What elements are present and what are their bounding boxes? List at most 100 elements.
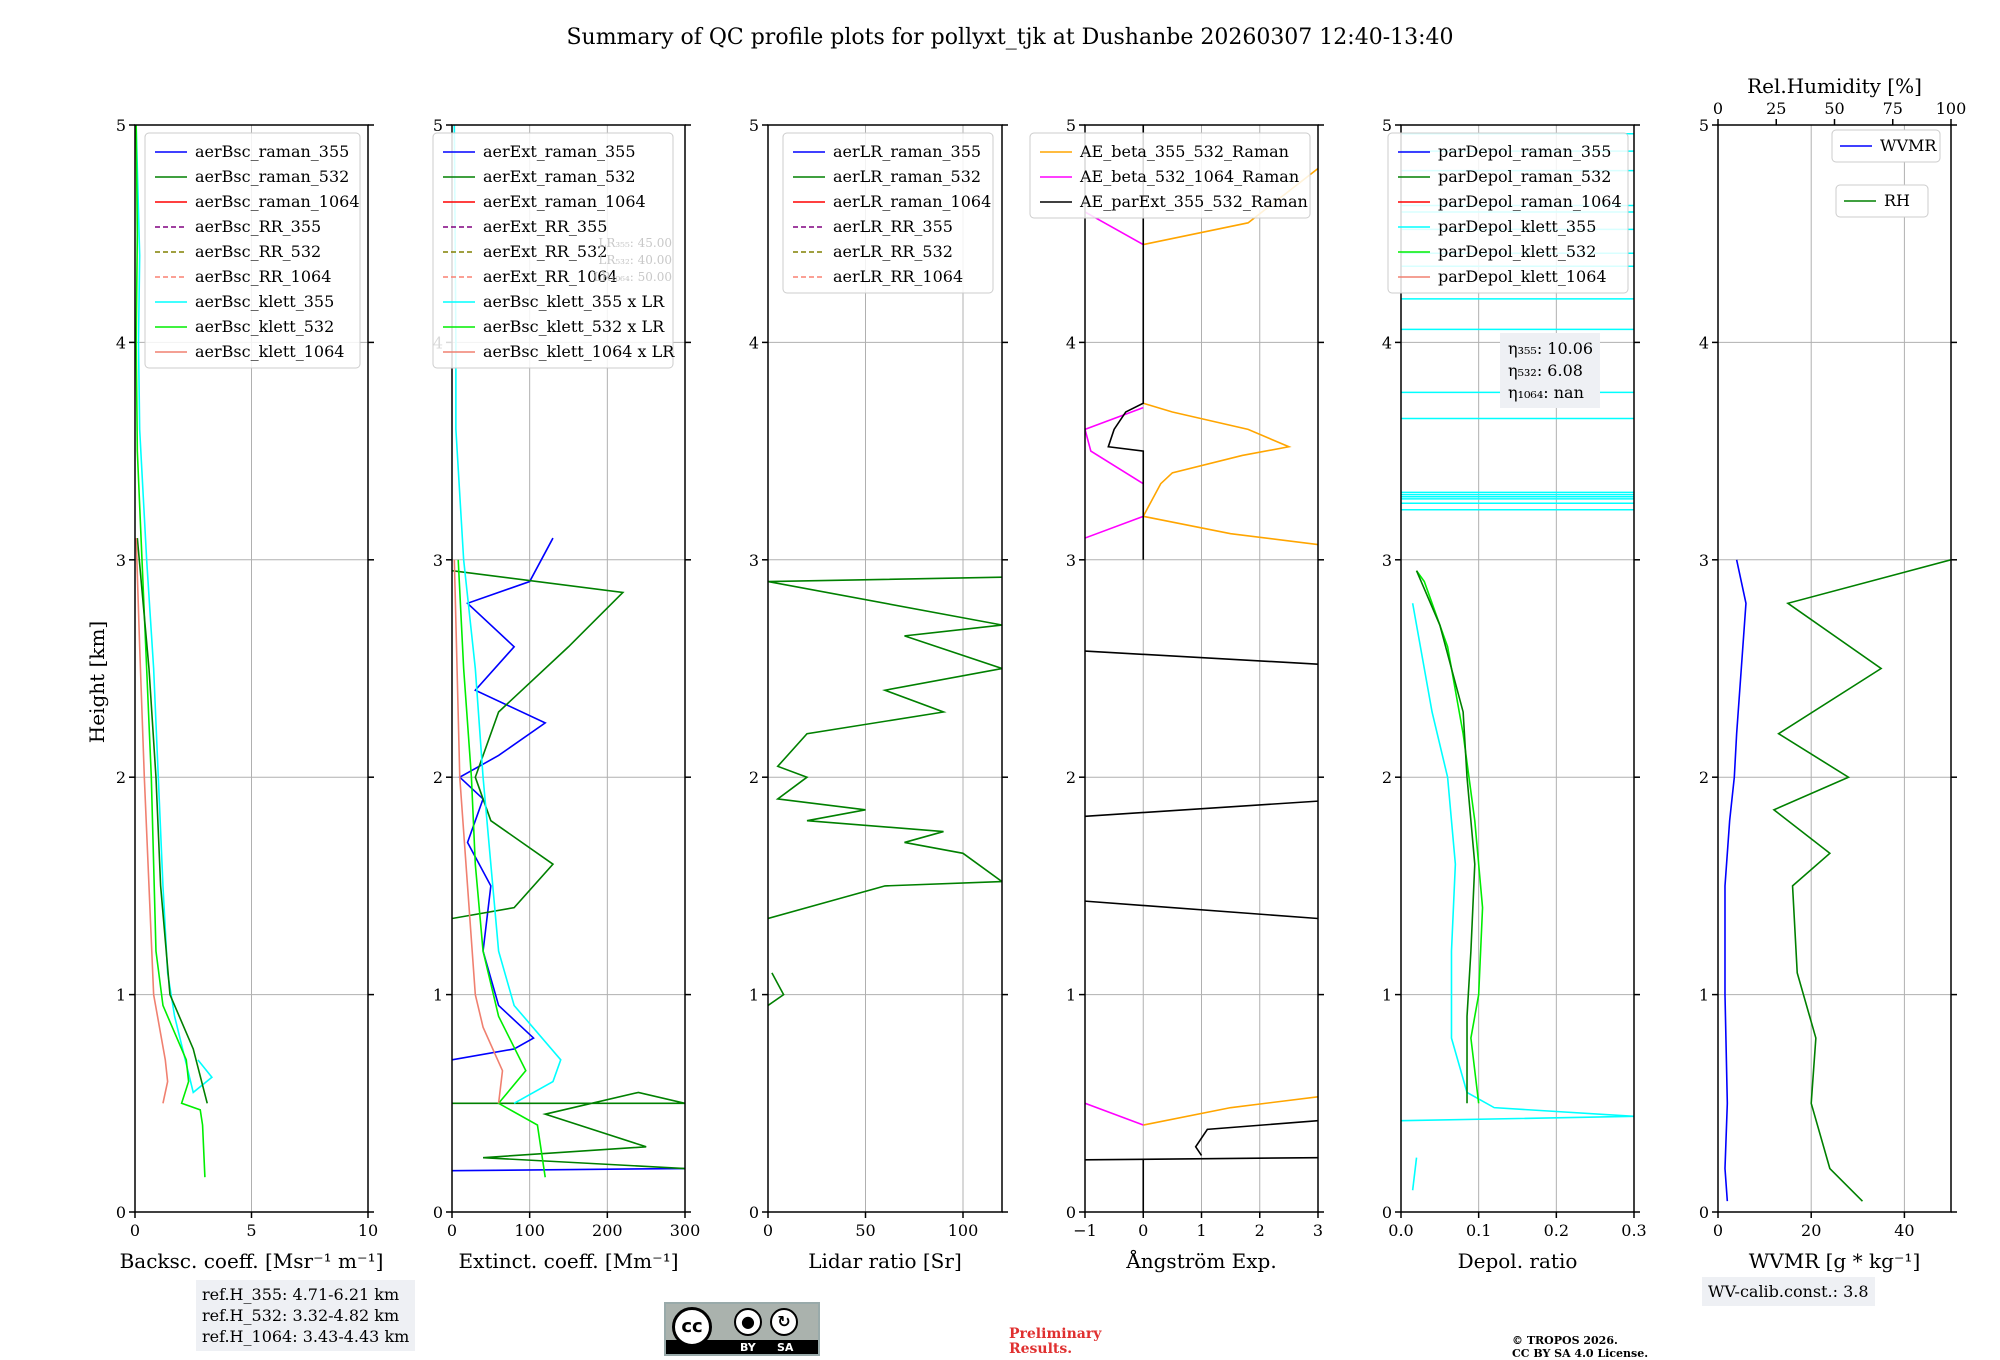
- x-tick-label: 100: [514, 1221, 545, 1240]
- y-tick-label: 0: [1066, 1203, 1076, 1222]
- cc-sa-label: SA: [777, 1341, 794, 1354]
- legend-entry: AE_parExt_355_532_Raman: [1079, 192, 1308, 211]
- series-line-aerExt_raman_355: [452, 1167, 685, 1172]
- legend-entry: aerBsc_klett_355: [195, 292, 334, 311]
- series-line-aerBsc_klett_1064 x LR: [453, 559, 504, 1104]
- legend-entry: parDepol_raman_532: [1438, 167, 1611, 186]
- x-tick-label: 100: [948, 1221, 979, 1240]
- legend-entry: aerLR_RR_355: [833, 217, 953, 236]
- legend-ext: aerExt_raman_355 aerExt_raman_532 aerExt_r…: [432, 132, 675, 369]
- y-tick-label: 5: [1382, 116, 1392, 135]
- panel-frame: [1717, 124, 1952, 1213]
- legend-wvmr: WVMR: [1831, 129, 1941, 163]
- legend-bsc: aerBsc_raman_355 aerBsc_raman_532 aerBsc_r…: [144, 132, 361, 369]
- y-axis-label: Height [km]: [85, 621, 109, 743]
- y-tick-label: 5: [749, 116, 759, 135]
- x-tick-label: 5: [246, 1221, 256, 1240]
- series-line-aerBsc_klett_355 x LR: [453, 125, 562, 1104]
- y-tick-label: 5: [116, 116, 126, 135]
- x-tick-label: 0: [130, 1221, 140, 1240]
- ref-h-532: ref.H_532: 3.32-4.82 km: [202, 1306, 400, 1325]
- x2-tick-label: 50: [1824, 99, 1844, 118]
- y-tick-label: 3: [749, 551, 759, 570]
- panel-wvmr: 0 20 40 0 1 2 3 4 5 WVMR [g * kg⁻¹] 0 25 50 75 100 Rel.…: [1699, 74, 1966, 1273]
- series-line-AE_parExt_355_532_Raman_g: [1107, 125, 1145, 560]
- y-tick-label: 5: [1699, 116, 1709, 135]
- x-tick-label: 0.1: [1466, 1221, 1491, 1240]
- legend-entry: aerLR_raman_1064: [833, 192, 991, 211]
- y-tick-label: 4: [1382, 333, 1392, 352]
- x-tick-label: 40: [1894, 1221, 1914, 1240]
- legend-entry: WVMR: [1880, 136, 1937, 155]
- lr-label: LR₁₀₆₄: 50.00: [594, 270, 672, 284]
- share-alike-icon: ↻: [770, 1308, 798, 1336]
- legend-entry: AE_beta_355_532_Raman: [1079, 142, 1289, 161]
- y-tick-label: 5: [1066, 116, 1076, 135]
- x2-tick-label: 100: [1936, 99, 1967, 118]
- cc-logo-icon: cc: [672, 1307, 712, 1347]
- legend-ae: AE_beta_355_532_Raman AE_beta_532_1064_Ra…: [1029, 132, 1311, 219]
- series-line-parDepol_klett_355_b: [1401, 603, 1634, 1122]
- series-line-AE_parExt_355_532_Raman_d: [1085, 900, 1318, 920]
- y-tick-label: 0: [116, 1203, 126, 1222]
- ref-h-1064: ref.H_1064: 3.43-4.43 km: [202, 1327, 410, 1346]
- x-axis-label: Depol. ratio: [1458, 1249, 1578, 1273]
- y-tick-label: 2: [749, 768, 759, 787]
- lr-label: LR₃₅₅: 45.00: [598, 236, 672, 250]
- x-axis-label: Ångström Exp.: [1125, 1248, 1276, 1273]
- legend-frame: [432, 132, 674, 369]
- y-tick-label: 4: [749, 333, 759, 352]
- legend-entry: aerBsc_RR_532: [195, 242, 321, 261]
- figure-title: Summary of QC profile plots for pollyxt_…: [566, 25, 1453, 50]
- legend-entry: aerBsc_raman_355: [195, 142, 349, 161]
- panel-ext: 0100200300012345Extinct. coeff. [Mm⁻¹]ae…: [432, 116, 700, 1273]
- legend-entry: aerBsc_klett_1064 x LR: [483, 342, 675, 361]
- eta-label: η₅₃₂: 6.08: [1508, 361, 1583, 380]
- ref-h-355: ref.H_355: 4.71-6.21 km: [202, 1285, 400, 1304]
- x-tick-label: 1: [1196, 1221, 1206, 1240]
- x-tick-label: 0: [763, 1221, 773, 1240]
- y-tick-label: 2: [433, 768, 443, 787]
- panel-frame: [1084, 124, 1319, 1213]
- legend-frame: [1387, 132, 1629, 294]
- series-group: [135, 125, 214, 1178]
- y-tick-label: 4: [116, 333, 126, 352]
- series-group: [768, 576, 1002, 1007]
- x-tick-label: 0.0: [1388, 1221, 1413, 1240]
- cc-by-label: BY: [740, 1341, 756, 1354]
- legend-entry: AE_beta_532_1064_Raman: [1079, 167, 1299, 186]
- series-line-aerLR_raman_532_b: [768, 576, 1002, 920]
- y-tick-label: 4: [1699, 333, 1709, 352]
- series-line-aerBsc_klett_532 x LR: [457, 559, 546, 1178]
- series-line-RH: [1772, 559, 1951, 1202]
- legend-entry: parDepol_raman_1064: [1438, 192, 1622, 211]
- person-icon: ●: [734, 1308, 762, 1336]
- eta-label: η₃₅₅: 10.06: [1508, 339, 1593, 358]
- series-line-AE_beta_532_1064_Raman_c: [1085, 406, 1144, 485]
- copyright-note: © TROPOS 2026. CC BY SA 4.0 License.: [1512, 1334, 1648, 1360]
- x-tick-label: 200: [592, 1221, 623, 1240]
- panel-frame: [134, 124, 369, 1213]
- series-line-AE_parExt_355_532_Raman_c: [1194, 1119, 1318, 1156]
- y-tick-label: 2: [1382, 768, 1392, 787]
- legend-entry: aerLR_RR_1064: [833, 267, 963, 286]
- series-line-aerExt_raman_355_b: [452, 537, 554, 1061]
- x-tick-label: 0.2: [1544, 1221, 1569, 1240]
- legend-entry: aerExt_raman_532: [483, 167, 636, 186]
- panel-frame: [451, 124, 686, 1213]
- x-tick-label: 0.3: [1621, 1221, 1646, 1240]
- series-line-AE_beta_355_532_Raman: [1143, 1095, 1318, 1126]
- y-tick-label: 1: [749, 986, 759, 1005]
- copyright-line-1: © TROPOS 2026.: [1512, 1334, 1618, 1347]
- preliminary-line-2: Results.: [1009, 1341, 1073, 1357]
- series-line-aerBsc_klett_355: [135, 125, 214, 1094]
- y-tick-label: 0: [1382, 1203, 1392, 1222]
- legend-entry: aerBsc_klett_532: [195, 317, 334, 336]
- legend-entry: aerBsc_raman_1064: [195, 192, 360, 211]
- wv-calib-box: WV-calib.const.: 3.8: [1702, 1277, 1875, 1306]
- series-line-AE_beta_532_1064_Raman: [1085, 1102, 1144, 1126]
- x2-axis-label: Rel.Humidity [%]: [1747, 74, 1922, 98]
- wv-calib-text: WV-calib.const.: 3.8: [1708, 1282, 1869, 1301]
- x-tick-label: −1: [1073, 1221, 1097, 1240]
- y-tick-label: 2: [1066, 768, 1076, 787]
